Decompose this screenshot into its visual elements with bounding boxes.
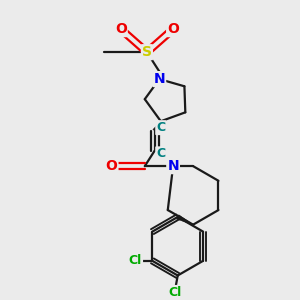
Text: N: N [154, 72, 165, 86]
Text: Cl: Cl [129, 254, 142, 267]
Text: C: C [156, 121, 165, 134]
Text: C: C [156, 147, 165, 160]
Text: N: N [167, 159, 179, 173]
Text: O: O [167, 22, 179, 36]
Text: O: O [106, 159, 117, 173]
Text: O: O [115, 22, 127, 36]
Text: S: S [142, 45, 152, 59]
Polygon shape [153, 121, 161, 132]
Text: Cl: Cl [168, 286, 181, 299]
Polygon shape [177, 215, 193, 225]
